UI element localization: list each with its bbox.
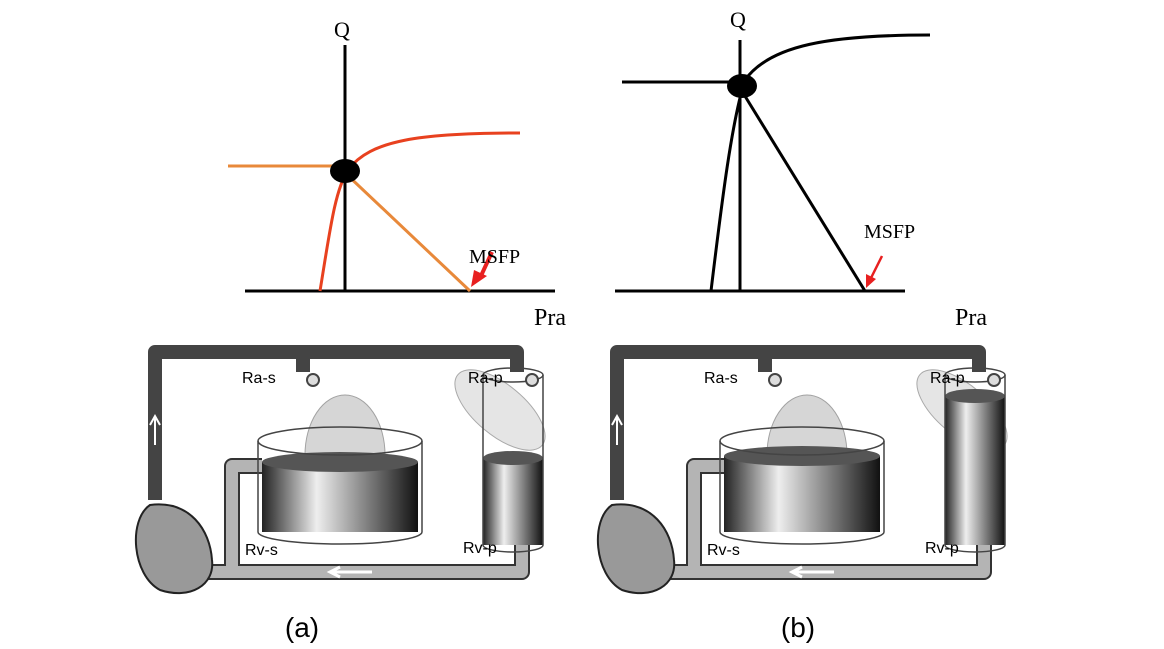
valve xyxy=(988,374,1000,386)
valve xyxy=(769,374,781,386)
resistance-label: Ra-p xyxy=(468,370,503,387)
cardiac-function-curve xyxy=(711,35,930,291)
figure: Q MSFP Pra Q MSFP Pra Ra-sRa-pRv-sRv-pRa… xyxy=(0,0,1164,649)
beaker-fluid xyxy=(483,458,543,545)
operating-point xyxy=(330,159,360,183)
heart xyxy=(136,504,212,593)
caption: (b) xyxy=(781,612,815,643)
resistance-label: Rv-p xyxy=(463,540,497,557)
beaker-fluid-top xyxy=(945,389,1005,403)
valve xyxy=(526,374,538,386)
operating-point xyxy=(727,74,757,98)
beaker-fluid-top xyxy=(483,451,543,465)
annotation: MSFP xyxy=(469,246,520,268)
graph-b xyxy=(615,35,930,291)
resistance-label: Rv-s xyxy=(707,542,740,559)
resistance-label: Ra-s xyxy=(242,370,276,387)
resistance-label: Ra-s xyxy=(704,370,738,387)
heart xyxy=(598,504,674,593)
y-axis-label: Q xyxy=(730,7,746,32)
y-axis-label: Q xyxy=(334,17,350,42)
caption: (a) xyxy=(285,612,319,643)
annotation: MSFP xyxy=(864,221,915,243)
resistance-label: Rv-p xyxy=(925,540,959,557)
venous-return-curve xyxy=(740,88,865,291)
beaker-fluid xyxy=(945,396,1005,545)
arrow xyxy=(870,256,882,280)
x-axis-label: Pra xyxy=(955,305,987,331)
valve xyxy=(307,374,319,386)
x-axis-label: Pra xyxy=(534,305,566,331)
resistance-label: Ra-p xyxy=(930,370,965,387)
circuits: Ra-s Ra-p Rv-s Rv-p Ra-s Ra-p Rv-s Rv-p xyxy=(136,352,1020,593)
basin-fluid xyxy=(262,462,418,532)
basin-fluid xyxy=(724,456,880,532)
resistance-label: Rv-s xyxy=(245,542,278,559)
venous-return-curve xyxy=(342,170,470,291)
basin-fluid-top xyxy=(724,446,880,466)
